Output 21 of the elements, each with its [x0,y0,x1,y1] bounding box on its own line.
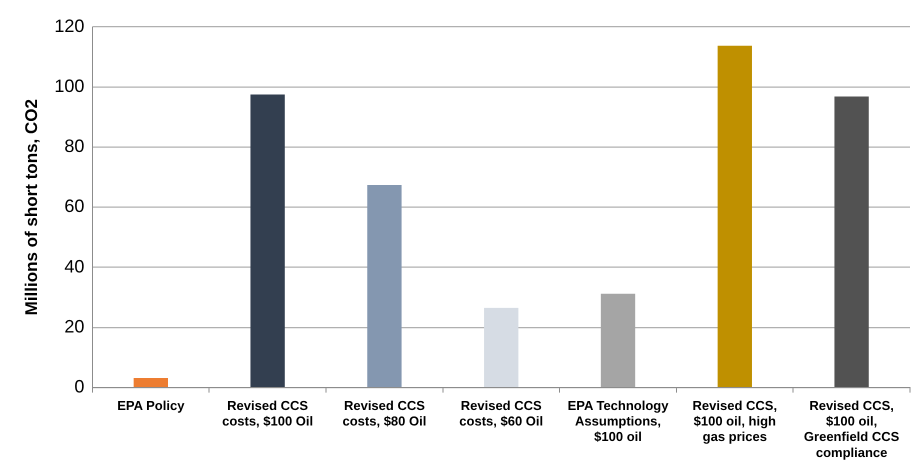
y-axis-title: Millions of short tons, CO2 [22,99,41,316]
x-tick-label: Revised CCS costs, $80 Oil [342,398,426,429]
y-tick-label: 20 [64,316,84,336]
x-tick-label: EPA Policy [117,398,186,413]
y-tick-label: 40 [64,256,84,276]
x-tick-label: EPA Technology Assumptions, $100 oil [568,398,670,444]
bar [718,46,752,387]
bar [834,96,869,387]
bar [367,184,402,387]
x-tick-label: Revised CCS costs, $60 Oil [459,398,544,429]
bar [134,378,168,387]
y-tick-label: 80 [64,136,84,156]
y-tick-label: 0 [74,376,84,397]
bar [484,308,518,387]
bar [250,94,285,387]
x-tick-label: Revised CCS costs, $100 Oil [222,398,314,429]
x-tick-label: Revised CCS, $100 oil, high gas prices [692,398,778,444]
x-tick-label: Revised CCS, $100 oil, Greenfield CCS compliance [804,398,900,460]
y-tick-label: 60 [64,196,84,216]
y-tick-label: 100 [54,76,84,96]
y-tick-label: 120 [54,16,84,36]
